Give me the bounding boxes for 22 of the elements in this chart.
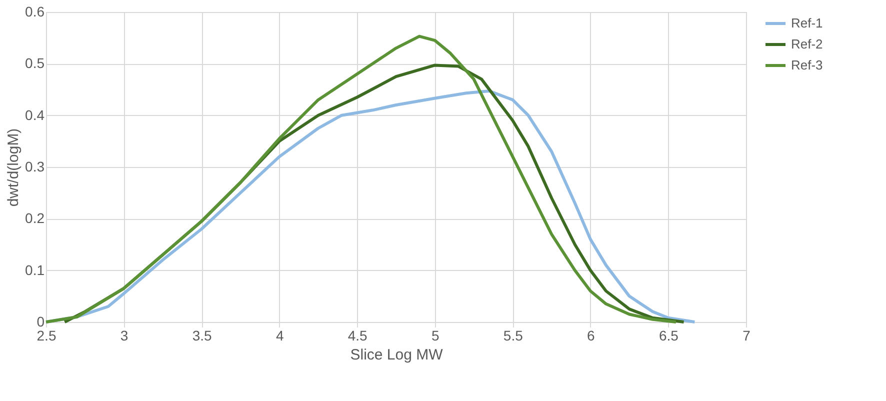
legend-label: Ref-3 (791, 58, 823, 72)
x-tick-label: 5 (431, 328, 440, 344)
y-tick-label: 0.4 (25, 106, 45, 123)
x-tick-label: 6 (587, 328, 596, 344)
y-tick-label: 0.2 (25, 210, 45, 226)
legend-label: Ref-1 (791, 16, 823, 30)
legend-label: Ref-2 (791, 36, 823, 52)
x-tick-label: 4.5 (348, 328, 368, 344)
x-tick-label: 2.5 (36, 328, 56, 344)
y-tick-label: 0.3 (25, 158, 45, 174)
x-tick-label: 3 (120, 328, 128, 344)
x-axis-title: Slice Log MW (350, 346, 444, 364)
x-tick-label: 7 (742, 328, 751, 344)
y-tick-label: 0.6 (25, 4, 45, 20)
x-tick-label: 5.5 (503, 328, 524, 344)
x-tick-label: 4 (276, 328, 284, 344)
x-tick-label: 6.5 (658, 328, 679, 344)
x-tick-label: 3.5 (192, 328, 212, 344)
y-axis-title: dwt/d(logM) (5, 128, 22, 207)
y-tick-label: 0.5 (25, 55, 45, 72)
y-tick-label: 0.1 (25, 262, 45, 278)
y-tick-label: 0 (36, 314, 45, 330)
